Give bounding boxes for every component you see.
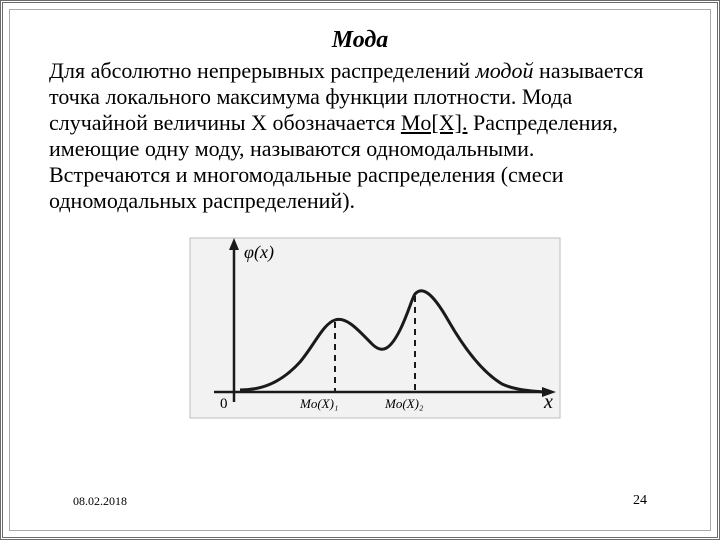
origin-label: 0 [220,396,228,412]
p1-mode: модой [476,58,534,83]
footer-page: 24 [633,493,647,509]
slide-title: Мода [49,27,671,54]
density-figure: φ(x) 0 Mo(X)₁ Mo(X)₂ x [150,232,570,432]
footer-date: 08.02.2018 [73,494,127,509]
mode1-label: Mo(X)₁ [299,396,338,411]
p1-mo: Mo[X]. [401,110,468,135]
p1-a: Для абсолютно непрерывных распределений [49,58,476,83]
p2: Встречаются и многомодальные распределен… [49,162,564,213]
mode2-label: Mo(X)₂ [384,396,424,411]
y-axis-label: φ(x) [244,242,274,263]
x-axis-label: x [543,391,553,413]
slide: Мода Для абсолютно непрерывных распредел… [0,0,720,540]
body-text: Для абсолютно непрерывных распределений … [49,58,671,214]
